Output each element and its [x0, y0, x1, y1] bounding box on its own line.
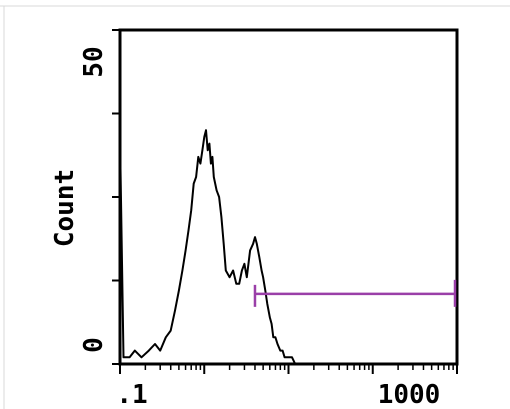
- y-axis-ticks: [112, 29, 120, 365]
- gate-marker: [253, 279, 457, 307]
- y-tick-label-top: 50: [79, 46, 109, 77]
- y-axis-label: Count: [50, 169, 80, 247]
- y-tick-label-bottom: 0: [79, 337, 109, 353]
- x-tick-label-left: .1: [116, 380, 147, 409]
- histogram-series-line: [119, 129, 329, 365]
- plot-frame: [118, 28, 459, 366]
- x-tick-label-right: 1000: [378, 380, 441, 409]
- x-axis-ticks: [119, 364, 458, 374]
